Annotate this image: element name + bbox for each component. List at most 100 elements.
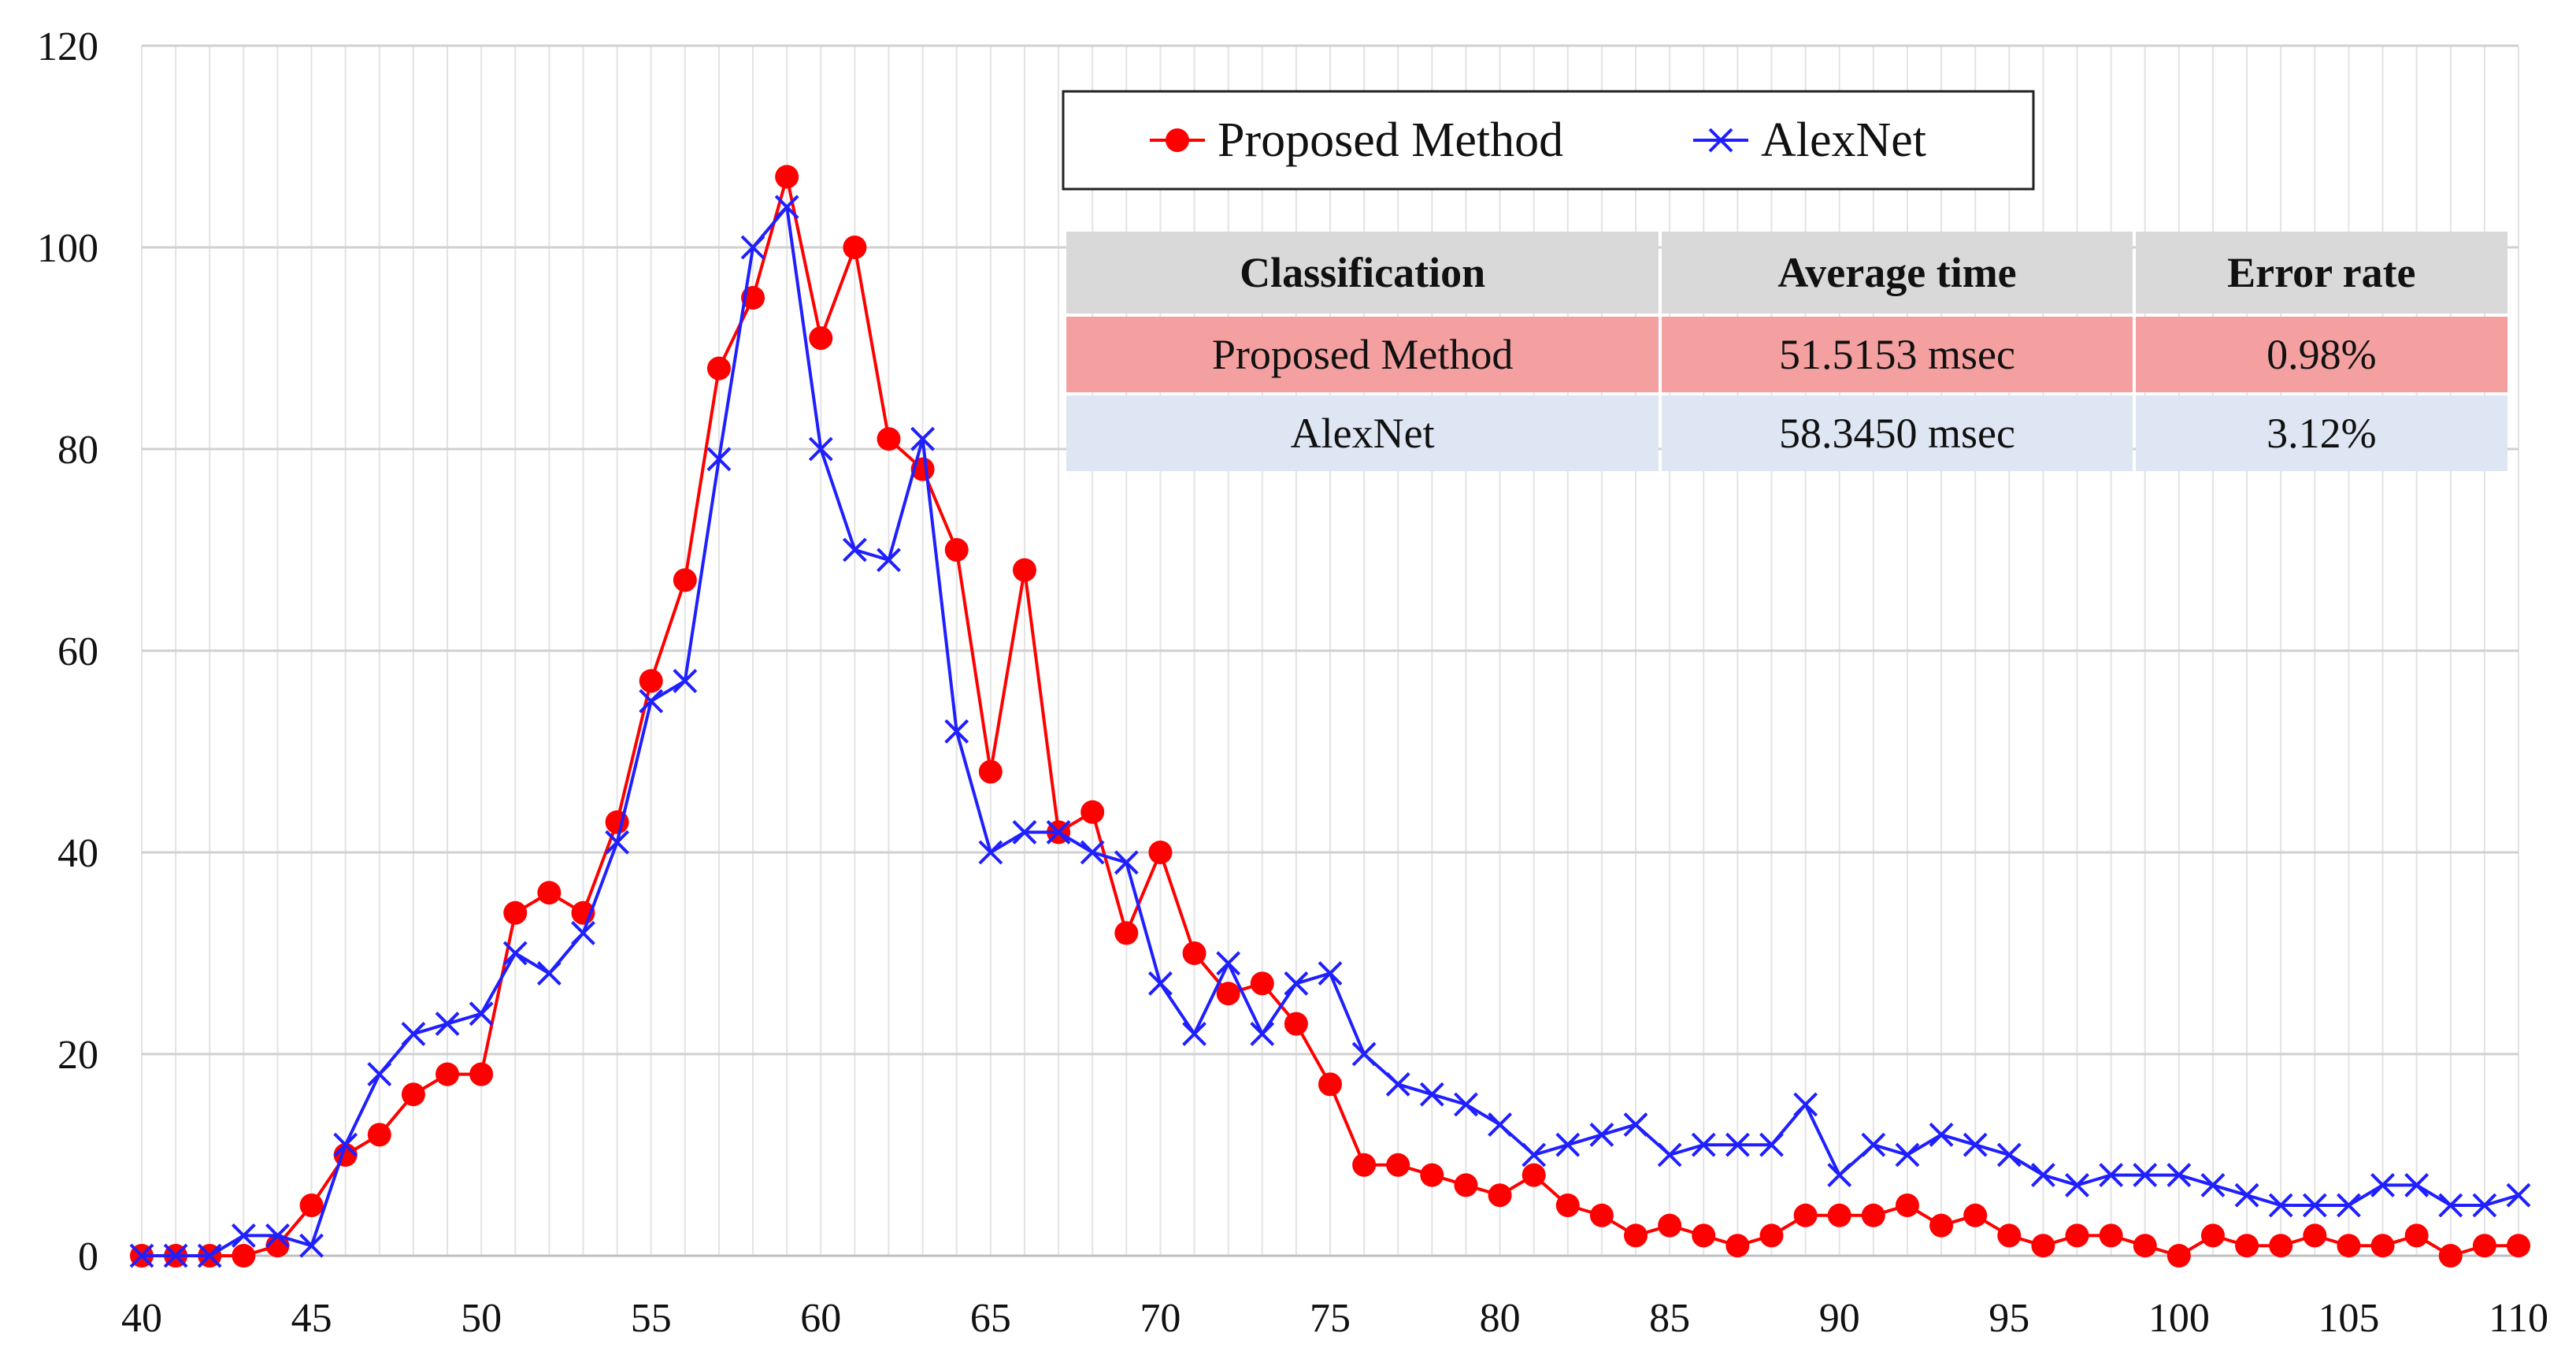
data-point-proposed [1420,1163,1444,1187]
x-tick-label: 80 [1480,1296,1521,1341]
data-point-proposed [2200,1223,2225,1248]
data-point-alexnet [1148,971,1173,996]
x-tick-label: 70 [1140,1296,1181,1341]
data-point-alexnet [639,689,664,714]
data-point-alexnet [1454,1092,1478,1117]
cell-average-time: 58.3450 msec [1662,395,2133,471]
data-point-proposed [537,881,562,905]
data-point-alexnet [1555,1132,1581,1157]
data-point-alexnet [1996,1142,2022,1168]
data-point-proposed [2269,1234,2293,1258]
data-point-alexnet [231,1223,256,1248]
data-point-proposed [2133,1234,2157,1258]
data-point-alexnet [401,1021,426,1046]
data-point-proposed [706,356,731,381]
data-point-proposed [401,1082,425,1107]
data-point-proposed [843,236,867,259]
data-point-alexnet [2337,1193,2361,1218]
data-point-proposed [436,1062,460,1086]
data-point-alexnet [740,235,765,260]
data-point-proposed [2472,1234,2496,1258]
data-point-alexnet [877,548,901,573]
x-tick-label: 65 [970,1296,1011,1341]
table-row: AlexNet 58.3450 msec 3.12% [1066,395,2507,471]
data-point-alexnet [1284,971,1309,996]
data-point-proposed [1182,941,1206,965]
legend: Proposed Method AlexNet [1062,90,2035,191]
y-tick-label: 80 [57,428,98,473]
data-point-proposed [1522,1163,1546,1187]
y-tick-label: 20 [57,1033,98,1078]
cell-average-time: 51.5153 msec [1662,317,2133,392]
header-average-time: Average time [1662,232,2133,314]
data-point-proposed [2235,1234,2259,1258]
data-point-proposed [1793,1203,1818,1227]
x-tick-label: 85 [1649,1296,1690,1341]
data-point-alexnet [1250,1021,1275,1046]
x-tick-label: 50 [461,1296,502,1341]
data-point-alexnet [1318,961,1343,986]
x-tick-label: 95 [1989,1296,2029,1341]
data-point-alexnet [2200,1172,2226,1197]
data-point-alexnet [299,1233,324,1258]
data-point-alexnet [1691,1132,1716,1157]
data-point-alexnet [2099,1163,2124,1188]
data-point-alexnet [2268,1193,2293,1218]
data-point-alexnet [2166,1163,2192,1188]
data-point-proposed [469,1062,494,1086]
data-point-proposed [2404,1223,2429,1248]
y-tick-label: 100 [37,226,98,271]
data-point-proposed [1216,982,1240,1006]
data-point-alexnet [469,1001,494,1026]
data-point-alexnet [1861,1132,1886,1157]
data-point-alexnet [2438,1193,2463,1218]
data-point-proposed [1692,1223,1716,1248]
data-point-proposed [1725,1234,1750,1258]
data-point-alexnet [197,1243,222,1268]
data-point-proposed [1148,841,1173,864]
cell-classification: AlexNet [1066,395,1659,471]
data-point-proposed [1827,1203,1851,1227]
data-point-alexnet [2065,1172,2089,1197]
data-point-proposed [1352,1153,1377,1177]
data-point-proposed [1454,1173,1478,1197]
data-point-alexnet [910,426,936,451]
data-point-alexnet [367,1062,392,1087]
data-point-alexnet [944,718,969,744]
data-point-proposed [2303,1223,2327,1248]
data-point-proposed [2031,1234,2055,1258]
data-point-alexnet [2302,1193,2327,1218]
data-point-proposed [299,1194,324,1217]
legend-alexnet-marker [1708,128,1733,153]
data-point-alexnet [1182,1021,1206,1046]
x-tick-label: 90 [1819,1296,1860,1341]
data-point-proposed [232,1244,256,1268]
data-point-proposed [978,759,1003,784]
data-point-proposed [1250,971,1274,996]
data-point-alexnet [1114,850,1139,875]
data-point-alexnet [536,961,562,986]
data-point-alexnet [706,447,732,472]
data-point-alexnet [1623,1112,1648,1138]
data-point-proposed [2099,1223,2123,1248]
data-point-proposed [775,165,799,189]
data-point-alexnet [2234,1182,2259,1208]
data-point-proposed [1555,1194,1580,1217]
data-point-proposed [1997,1223,2022,1248]
data-point-alexnet [1589,1122,1614,1147]
data-point-alexnet [2404,1172,2430,1197]
y-tick-label: 60 [57,629,98,674]
data-point-alexnet [502,941,528,966]
data-point-alexnet [571,920,595,945]
data-point-alexnet [1488,1112,1512,1138]
y-tick-label: 0 [78,1234,98,1279]
data-point-proposed [2337,1234,2361,1258]
cell-classification: Proposed Method [1066,317,1659,392]
data-point-alexnet [2030,1163,2055,1188]
data-point-alexnet [2506,1182,2531,1208]
data-point-proposed [1861,1203,1885,1227]
cell-error-rate: 3.12% [2135,395,2507,471]
data-point-alexnet [1929,1122,1954,1147]
data-point-proposed [367,1123,391,1147]
